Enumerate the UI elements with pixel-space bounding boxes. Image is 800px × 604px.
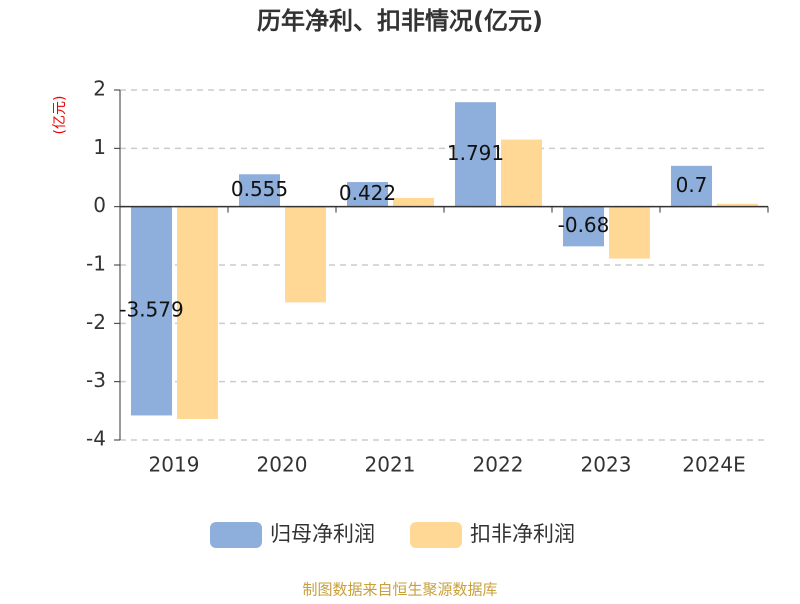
bar	[609, 206, 650, 259]
bar	[671, 165, 712, 207]
x-tick-label: 2019	[149, 453, 200, 477]
x-tick-label: 2024E	[682, 453, 746, 477]
y-tick-label: -1	[86, 252, 106, 276]
y-tick-label: -3	[86, 368, 106, 392]
bar	[717, 203, 758, 207]
data-label: 0.7	[676, 173, 708, 197]
y-axis-label: (亿元)	[52, 96, 68, 135]
y-tick-label: -4	[86, 427, 106, 451]
x-tick-label: 2022	[473, 453, 524, 477]
data-label: 0.422	[339, 181, 396, 205]
legend-label: 归母净利润	[270, 522, 375, 546]
legend-swatch	[410, 522, 462, 548]
data-label: 1.791	[447, 141, 504, 165]
bar	[239, 174, 280, 207]
bar	[501, 139, 542, 207]
legend-swatch	[210, 522, 262, 548]
bar	[347, 182, 388, 207]
data-label: 0.555	[231, 177, 288, 201]
bar	[563, 206, 604, 247]
bar	[393, 197, 434, 207]
bar	[177, 206, 218, 419]
x-tick-label: 2021	[365, 453, 416, 477]
x-tick-label: 2023	[581, 453, 632, 477]
bar	[131, 206, 172, 416]
bar	[455, 102, 496, 207]
y-tick-label: -2	[86, 310, 106, 334]
chart-title: 历年净利、扣非情况(亿元)	[257, 7, 543, 35]
y-tick-label: 1	[93, 135, 106, 159]
legend-label: 扣非净利润	[470, 522, 575, 546]
bar	[285, 206, 326, 303]
y-tick-label: 2	[93, 77, 106, 101]
data-label: -0.68	[558, 213, 610, 237]
source-note: 制图数据来自恒生聚源数据库	[302, 581, 497, 599]
data-label: -3.579	[119, 298, 183, 322]
y-tick-label: 0	[93, 193, 106, 217]
x-tick-label: 2020	[257, 453, 308, 477]
